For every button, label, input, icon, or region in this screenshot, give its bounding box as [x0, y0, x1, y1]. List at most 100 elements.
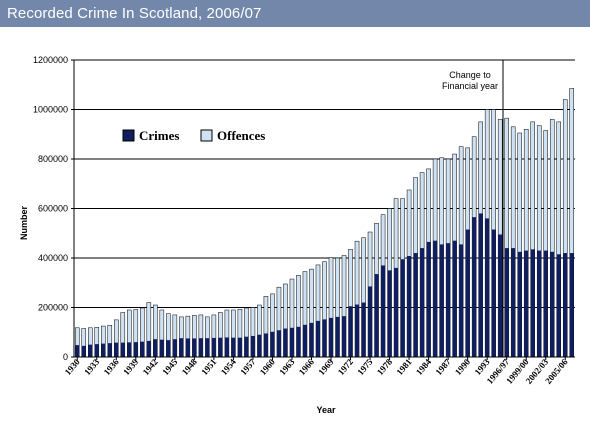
bar-crimes	[192, 338, 197, 357]
bar-crimes	[433, 240, 438, 357]
legend-label-offences: Offences	[217, 128, 265, 143]
x-tick-labels: 1930 1933 1936 1939 1942 1945 1948 1951 1954 1957…	[63, 356, 570, 385]
y-tick-label: 200000	[38, 303, 68, 313]
bar-crimes	[368, 286, 373, 357]
x-tick-label: 1942	[141, 356, 161, 377]
legend: Crimes Offences	[122, 128, 265, 143]
legend-swatch-crimes	[122, 129, 135, 142]
bar-crimes	[485, 218, 490, 357]
x-axis-label: Year	[316, 405, 336, 415]
bar-crimes	[452, 240, 457, 357]
bar-crimes	[355, 304, 360, 357]
bar-crimes	[550, 251, 555, 357]
bar-crimes	[237, 337, 242, 357]
bar-crimes	[127, 342, 132, 357]
y-tick-label: 0	[63, 352, 68, 362]
bar-crimes	[101, 343, 106, 357]
bar-crimes	[374, 274, 379, 357]
bar-crimes	[231, 337, 236, 357]
bar-crimes	[348, 306, 353, 357]
bar-crimes	[302, 324, 307, 357]
bar-crimes	[153, 339, 158, 357]
y-axis-label: Number	[19, 206, 29, 241]
bar-crimes	[407, 256, 412, 357]
x-tick-label: 1945	[160, 356, 180, 377]
y-tick-label: 800000	[38, 154, 68, 164]
x-tick-label: 1987	[433, 356, 453, 377]
bar-crimes	[88, 344, 93, 358]
x-tick-label: 1960	[258, 356, 278, 377]
x-tick-label: 1957	[238, 356, 258, 377]
x-tick-label: 1975	[355, 356, 375, 377]
bar-crimes	[244, 336, 249, 357]
bar-crimes	[146, 340, 151, 357]
bar-crimes	[75, 345, 80, 357]
bar-crimes	[400, 259, 405, 357]
x-tick-label: 1981	[394, 356, 414, 377]
x-tick-label: 1984	[414, 356, 434, 377]
crime-chart: 020000040000060000080000010000001200000 …	[19, 55, 575, 415]
bar-crimes	[283, 328, 288, 357]
bar-crimes	[478, 213, 483, 357]
bar-crimes	[114, 342, 119, 357]
bar-crimes	[198, 338, 203, 357]
bar-crimes	[381, 265, 386, 357]
x-tick-label: 1972	[336, 356, 356, 377]
bar-crimes	[335, 316, 340, 357]
x-tick-label: 1969	[316, 356, 336, 377]
bar-crimes	[315, 320, 321, 357]
bar-crimes	[166, 340, 171, 357]
bar-crimes	[563, 253, 568, 357]
bar-crimes	[179, 338, 184, 357]
bar-crimes	[257, 334, 262, 357]
bar-crimes	[446, 243, 451, 357]
bar-crimes	[459, 244, 464, 357]
y-tick-label: 1000000	[33, 105, 68, 115]
bar-crimes	[426, 241, 431, 357]
window-title: Recorded Crime In Scotland, 2006/07	[0, 0, 590, 27]
bar-crimes	[205, 338, 210, 357]
bar-crimes	[387, 270, 392, 358]
x-tick-label: 1933	[82, 356, 102, 377]
bar-crimes	[472, 217, 477, 357]
bar-crimes	[250, 335, 255, 357]
bar-crimes	[439, 244, 444, 357]
annotation-line: Financial year	[442, 81, 498, 91]
y-tick-label: 400000	[38, 253, 68, 263]
bar-crimes	[511, 248, 516, 357]
x-tick-label: 1939	[121, 356, 141, 377]
bar-crimes	[491, 229, 496, 357]
bar-crimes	[263, 333, 268, 357]
x-tick-label: 1990	[453, 356, 473, 377]
bar-crimes	[413, 253, 418, 357]
bar-crimes	[120, 342, 125, 357]
bars	[74, 88, 575, 358]
legend-swatch-offences	[200, 129, 213, 142]
bar-crimes	[133, 342, 138, 357]
bar-crimes	[289, 327, 294, 357]
x-tick-label: 1954	[219, 356, 239, 377]
bar-crimes	[224, 337, 229, 357]
bar-crimes	[543, 250, 548, 357]
bar-crimes	[94, 344, 99, 357]
bar-crimes	[361, 302, 366, 357]
x-tick-label: 1951	[199, 356, 219, 377]
bar-crimes	[270, 331, 275, 357]
x-tick-label: 1963	[277, 356, 297, 377]
legend-label-crimes: Crimes	[139, 128, 179, 143]
x-tick-label: 1948	[180, 356, 200, 377]
bar-crimes	[296, 326, 301, 357]
bar-crimes	[218, 337, 223, 357]
bar-crimes	[309, 322, 314, 357]
bar-crimes	[394, 267, 399, 357]
x-tick-label: 1978	[375, 356, 395, 377]
bar-crimes	[465, 229, 470, 357]
x-tick-label: 1966	[297, 356, 317, 377]
y-tick-label: 600000	[38, 204, 68, 214]
bar-crimes	[342, 316, 347, 357]
bar-crimes	[504, 248, 509, 357]
bar-crimes	[537, 250, 542, 357]
bar-crimes	[185, 338, 190, 357]
bar-crimes	[276, 330, 281, 357]
bar-crimes	[530, 249, 535, 357]
